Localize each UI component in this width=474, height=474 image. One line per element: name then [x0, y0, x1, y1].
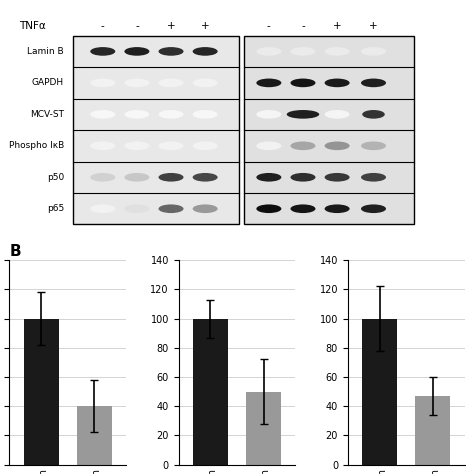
Ellipse shape	[361, 173, 386, 182]
Text: B: B	[9, 244, 21, 259]
Ellipse shape	[291, 173, 316, 182]
Ellipse shape	[158, 173, 183, 182]
Ellipse shape	[124, 47, 149, 56]
Ellipse shape	[287, 110, 319, 118]
Ellipse shape	[90, 47, 115, 56]
Ellipse shape	[158, 141, 183, 150]
Ellipse shape	[90, 204, 115, 213]
Ellipse shape	[325, 47, 350, 56]
Bar	[73, 162, 239, 193]
Ellipse shape	[90, 79, 115, 87]
Ellipse shape	[361, 47, 386, 56]
Bar	[244, 36, 414, 67]
Ellipse shape	[158, 47, 183, 56]
Text: Phospho IκB: Phospho IκB	[9, 141, 64, 150]
Ellipse shape	[325, 79, 350, 87]
Ellipse shape	[325, 110, 350, 118]
Bar	[244, 99, 414, 130]
Ellipse shape	[325, 141, 350, 150]
Ellipse shape	[192, 47, 218, 56]
Text: -: -	[267, 21, 271, 31]
Text: +: +	[167, 21, 175, 31]
Ellipse shape	[90, 141, 115, 150]
Bar	[73, 130, 239, 162]
Text: Lamin B: Lamin B	[27, 47, 64, 56]
Bar	[73, 36, 239, 225]
Ellipse shape	[256, 110, 282, 118]
Ellipse shape	[192, 173, 218, 182]
Ellipse shape	[90, 173, 115, 182]
Ellipse shape	[362, 110, 385, 118]
Text: +: +	[369, 21, 378, 31]
Bar	[244, 67, 414, 99]
Ellipse shape	[158, 204, 183, 213]
Ellipse shape	[361, 141, 386, 150]
Ellipse shape	[361, 204, 386, 213]
Bar	[416, 396, 450, 465]
Text: +: +	[201, 21, 210, 31]
Ellipse shape	[192, 110, 218, 118]
Ellipse shape	[291, 79, 316, 87]
Ellipse shape	[256, 47, 282, 56]
Ellipse shape	[256, 141, 282, 150]
Bar	[246, 392, 281, 465]
Text: -: -	[135, 21, 139, 31]
Ellipse shape	[124, 204, 149, 213]
Ellipse shape	[291, 204, 316, 213]
Ellipse shape	[192, 79, 218, 87]
Text: p65: p65	[47, 204, 64, 213]
Bar	[73, 99, 239, 130]
Bar	[24, 319, 58, 465]
Ellipse shape	[192, 141, 218, 150]
Bar	[363, 319, 397, 465]
Text: TNFα: TNFα	[18, 21, 46, 31]
Ellipse shape	[291, 141, 316, 150]
Ellipse shape	[256, 173, 282, 182]
Text: GAPDH: GAPDH	[32, 78, 64, 87]
Ellipse shape	[325, 204, 350, 213]
Ellipse shape	[361, 79, 386, 87]
Ellipse shape	[325, 173, 350, 182]
Text: p50: p50	[47, 173, 64, 182]
Bar	[244, 193, 414, 225]
Bar	[244, 36, 414, 225]
Text: MCV-ST: MCV-ST	[30, 110, 64, 119]
Bar	[244, 162, 414, 193]
Bar	[77, 406, 111, 465]
Ellipse shape	[192, 204, 218, 213]
Ellipse shape	[124, 173, 149, 182]
Bar	[73, 193, 239, 225]
Text: -: -	[301, 21, 305, 31]
Ellipse shape	[256, 204, 282, 213]
Ellipse shape	[124, 79, 149, 87]
Ellipse shape	[124, 141, 149, 150]
Bar	[244, 130, 414, 162]
Ellipse shape	[291, 47, 316, 56]
Bar	[73, 67, 239, 99]
Bar	[193, 319, 228, 465]
Ellipse shape	[256, 79, 282, 87]
Text: +: +	[333, 21, 341, 31]
Ellipse shape	[158, 110, 183, 118]
Ellipse shape	[90, 110, 115, 118]
Text: -: -	[101, 21, 105, 31]
Bar	[73, 36, 239, 67]
Ellipse shape	[124, 110, 149, 118]
Ellipse shape	[158, 79, 183, 87]
